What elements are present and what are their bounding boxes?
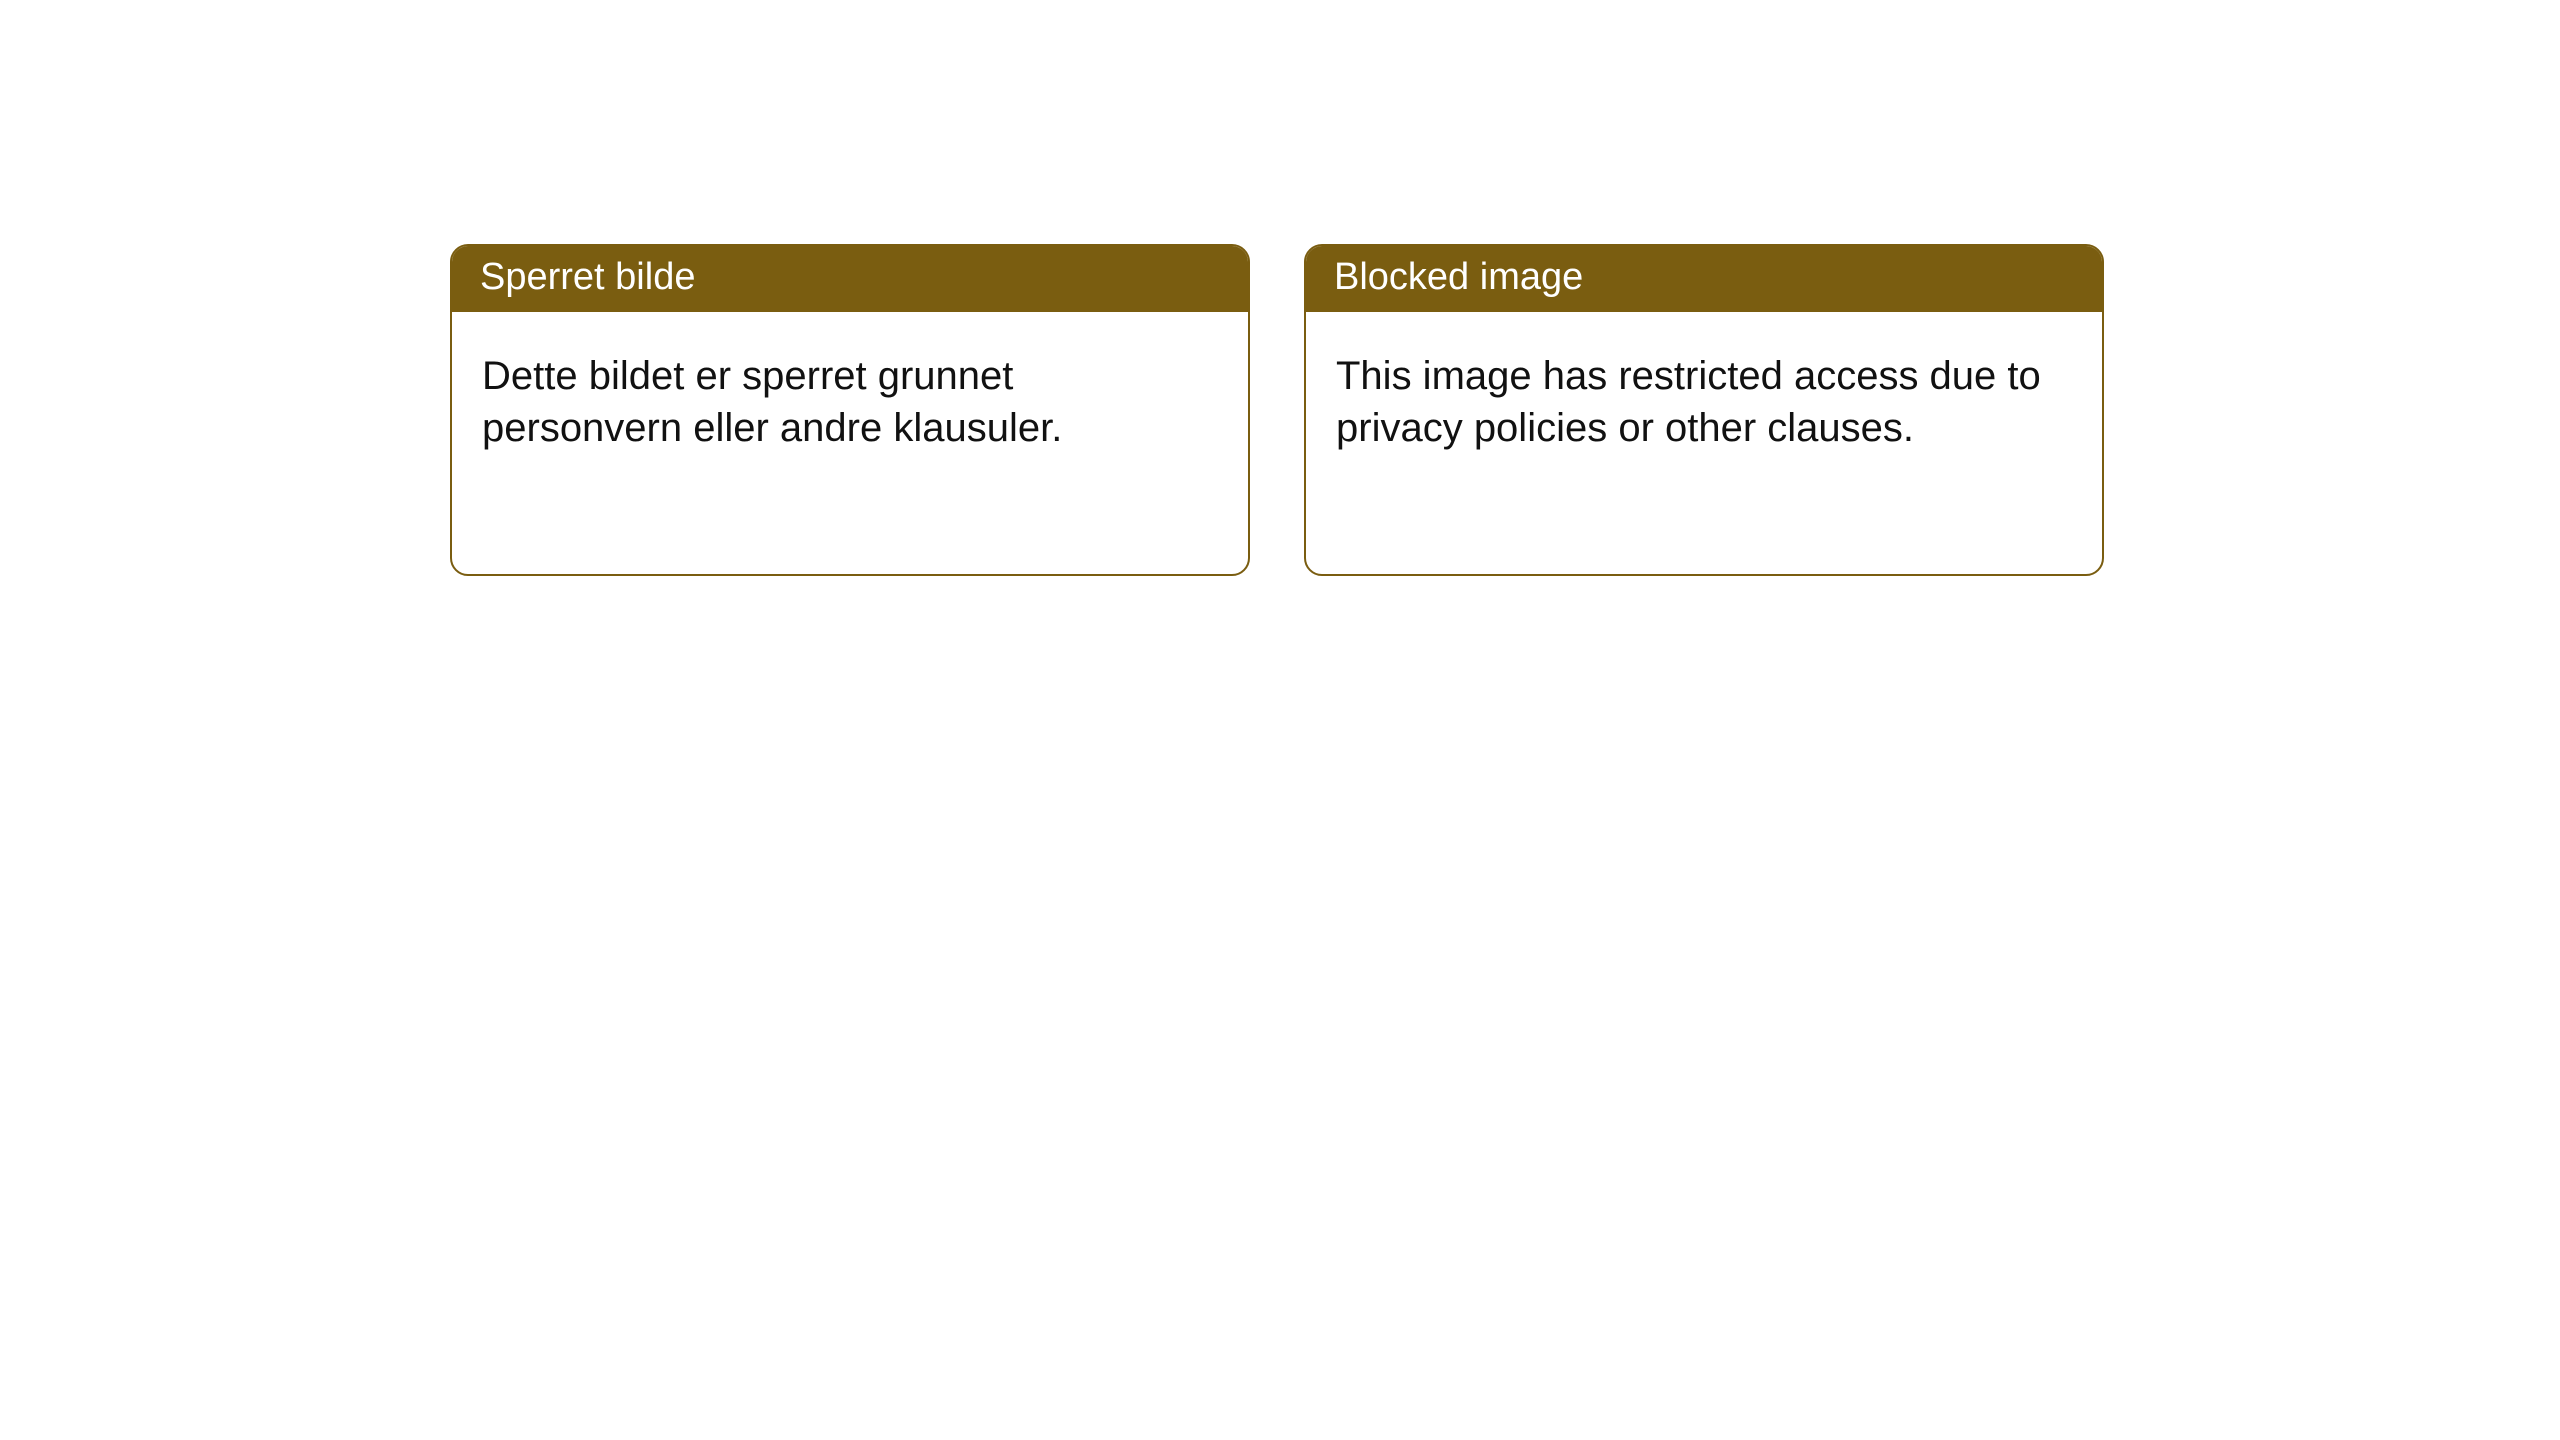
notice-card-english: Blocked image This image has restricted … <box>1304 244 2104 576</box>
notice-cards-container: Sperret bilde Dette bildet er sperret gr… <box>0 0 2560 576</box>
notice-body: This image has restricted access due to … <box>1306 312 2102 484</box>
notice-header: Blocked image <box>1306 246 2102 312</box>
notice-header: Sperret bilde <box>452 246 1248 312</box>
notice-title: Blocked image <box>1334 256 1583 298</box>
notice-title: Sperret bilde <box>480 256 695 298</box>
notice-body: Dette bildet er sperret grunnet personve… <box>452 312 1248 484</box>
notice-body-text: This image has restricted access due to … <box>1336 354 2041 450</box>
notice-card-norwegian: Sperret bilde Dette bildet er sperret gr… <box>450 244 1250 576</box>
notice-body-text: Dette bildet er sperret grunnet personve… <box>482 354 1062 450</box>
